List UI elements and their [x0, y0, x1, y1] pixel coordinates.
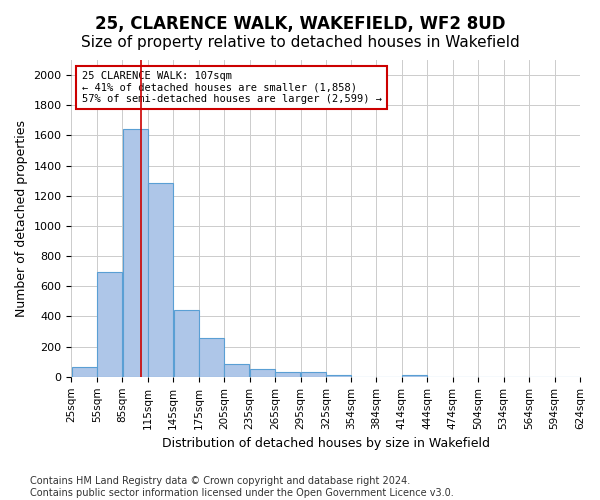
Bar — [148, 183, 173, 377]
Bar — [97, 272, 122, 377]
Text: Contains HM Land Registry data © Crown copyright and database right 2024.
Contai: Contains HM Land Registry data © Crown c… — [30, 476, 454, 498]
Bar — [250, 370, 275, 377]
X-axis label: Distribution of detached houses by size in Wakefield: Distribution of detached houses by size … — [162, 437, 490, 450]
Text: 25, CLARENCE WALK, WAKEFIELD, WF2 8UD: 25, CLARENCE WALK, WAKEFIELD, WF2 8UD — [95, 15, 505, 33]
Bar — [301, 372, 326, 377]
Text: Size of property relative to detached houses in Wakefield: Size of property relative to detached ho… — [80, 35, 520, 50]
Bar — [199, 338, 224, 377]
Bar — [122, 130, 148, 377]
Bar — [275, 372, 301, 377]
Bar — [224, 364, 250, 377]
Bar — [402, 374, 427, 377]
Bar — [173, 310, 199, 377]
Bar — [326, 374, 350, 377]
Text: 25 CLARENCE WALK: 107sqm
← 41% of detached houses are smaller (1,858)
57% of sem: 25 CLARENCE WALK: 107sqm ← 41% of detach… — [82, 71, 382, 104]
Bar — [71, 367, 97, 377]
Y-axis label: Number of detached properties: Number of detached properties — [15, 120, 28, 317]
